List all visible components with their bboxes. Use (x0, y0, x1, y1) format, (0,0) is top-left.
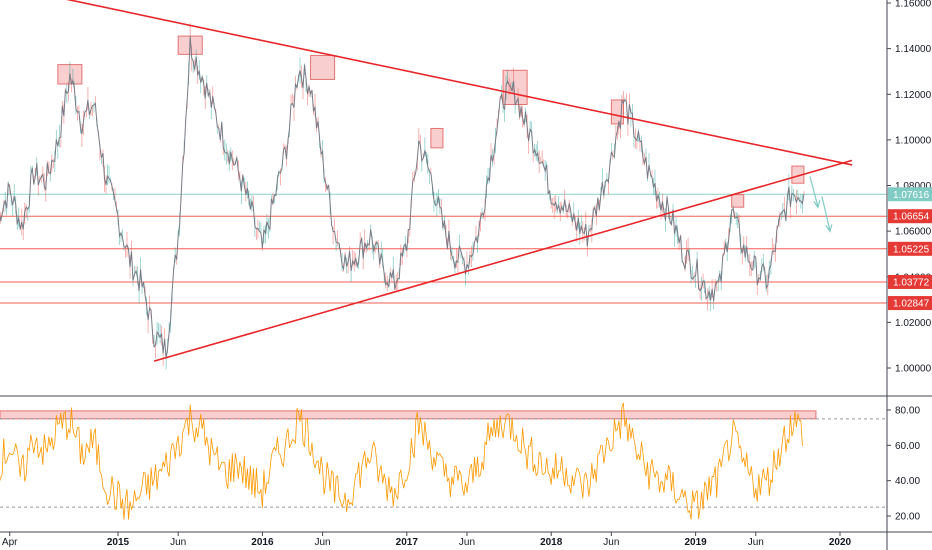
level-tag-label: 1.07616 (893, 190, 930, 201)
price-tick-label: 1.06000 (895, 227, 932, 238)
time-tick-label: Jun (170, 537, 186, 548)
level-tag-2 (888, 241, 932, 256)
time-tick-label: 2017 (396, 537, 419, 548)
level-tag-label: 1.02847 (893, 299, 930, 310)
price-tick-label: 1.16000 (895, 0, 932, 10)
projection-arrowhead-2 (825, 224, 833, 233)
price-tick-label: 1.00000 (895, 364, 932, 375)
rsi-tick-label: 20.00 (895, 512, 920, 523)
level-tag-3 (888, 274, 932, 289)
time-tick-label: Jun (748, 537, 764, 548)
trendline-1 (153, 159, 853, 362)
level-tag-label: 1.03772 (893, 277, 930, 288)
rsi-tick-label: 40.00 (895, 476, 920, 487)
projection-arrow-2 (821, 196, 831, 231)
projection-arrow-1 (809, 176, 819, 207)
price-tick-label: 1.10000 (895, 135, 932, 146)
rsi-overbought-band (0, 410, 817, 420)
trendline-0 (66, 0, 853, 166)
rsi-pane (0, 402, 887, 520)
price-tick-label: 1.14000 (895, 44, 932, 55)
price-pane (0, 0, 887, 370)
time-tick-label: 2020 (829, 537, 852, 548)
time-tick-label: 2016 (251, 537, 274, 548)
time-tick-label: Jun (315, 537, 331, 548)
level-tag-0 (888, 187, 932, 202)
rsi-series (0, 402, 803, 520)
time-tick-label: Jun (459, 537, 475, 548)
rsi-tick-label: 80.00 (895, 406, 920, 417)
time-tick-label: 2019 (684, 537, 707, 548)
price-series (0, 36, 805, 359)
level-tag-1 (888, 209, 932, 224)
price-tick-label: 1.12000 (895, 90, 932, 101)
time-tick-label: Jun (603, 537, 619, 548)
rsi-tick-label: 60.00 (895, 441, 920, 452)
level-tag-label: 1.05225 (893, 244, 930, 255)
time-tick-label: 2015 (107, 537, 130, 548)
resistance-zone-3 (430, 127, 444, 149)
resistance-zone-2 (310, 54, 336, 80)
projection-arrowhead-1 (813, 200, 821, 209)
price-tick-label: 1.02000 (895, 318, 932, 329)
level-tag-4 (888, 296, 932, 311)
time-tick-label: Apr (2, 537, 18, 548)
level-tag-label: 1.06654 (893, 212, 930, 223)
time-tick-label: 2018 (540, 537, 563, 548)
price-tick-label: 1.08000 (895, 181, 932, 192)
resistance-zone-6 (731, 194, 745, 208)
